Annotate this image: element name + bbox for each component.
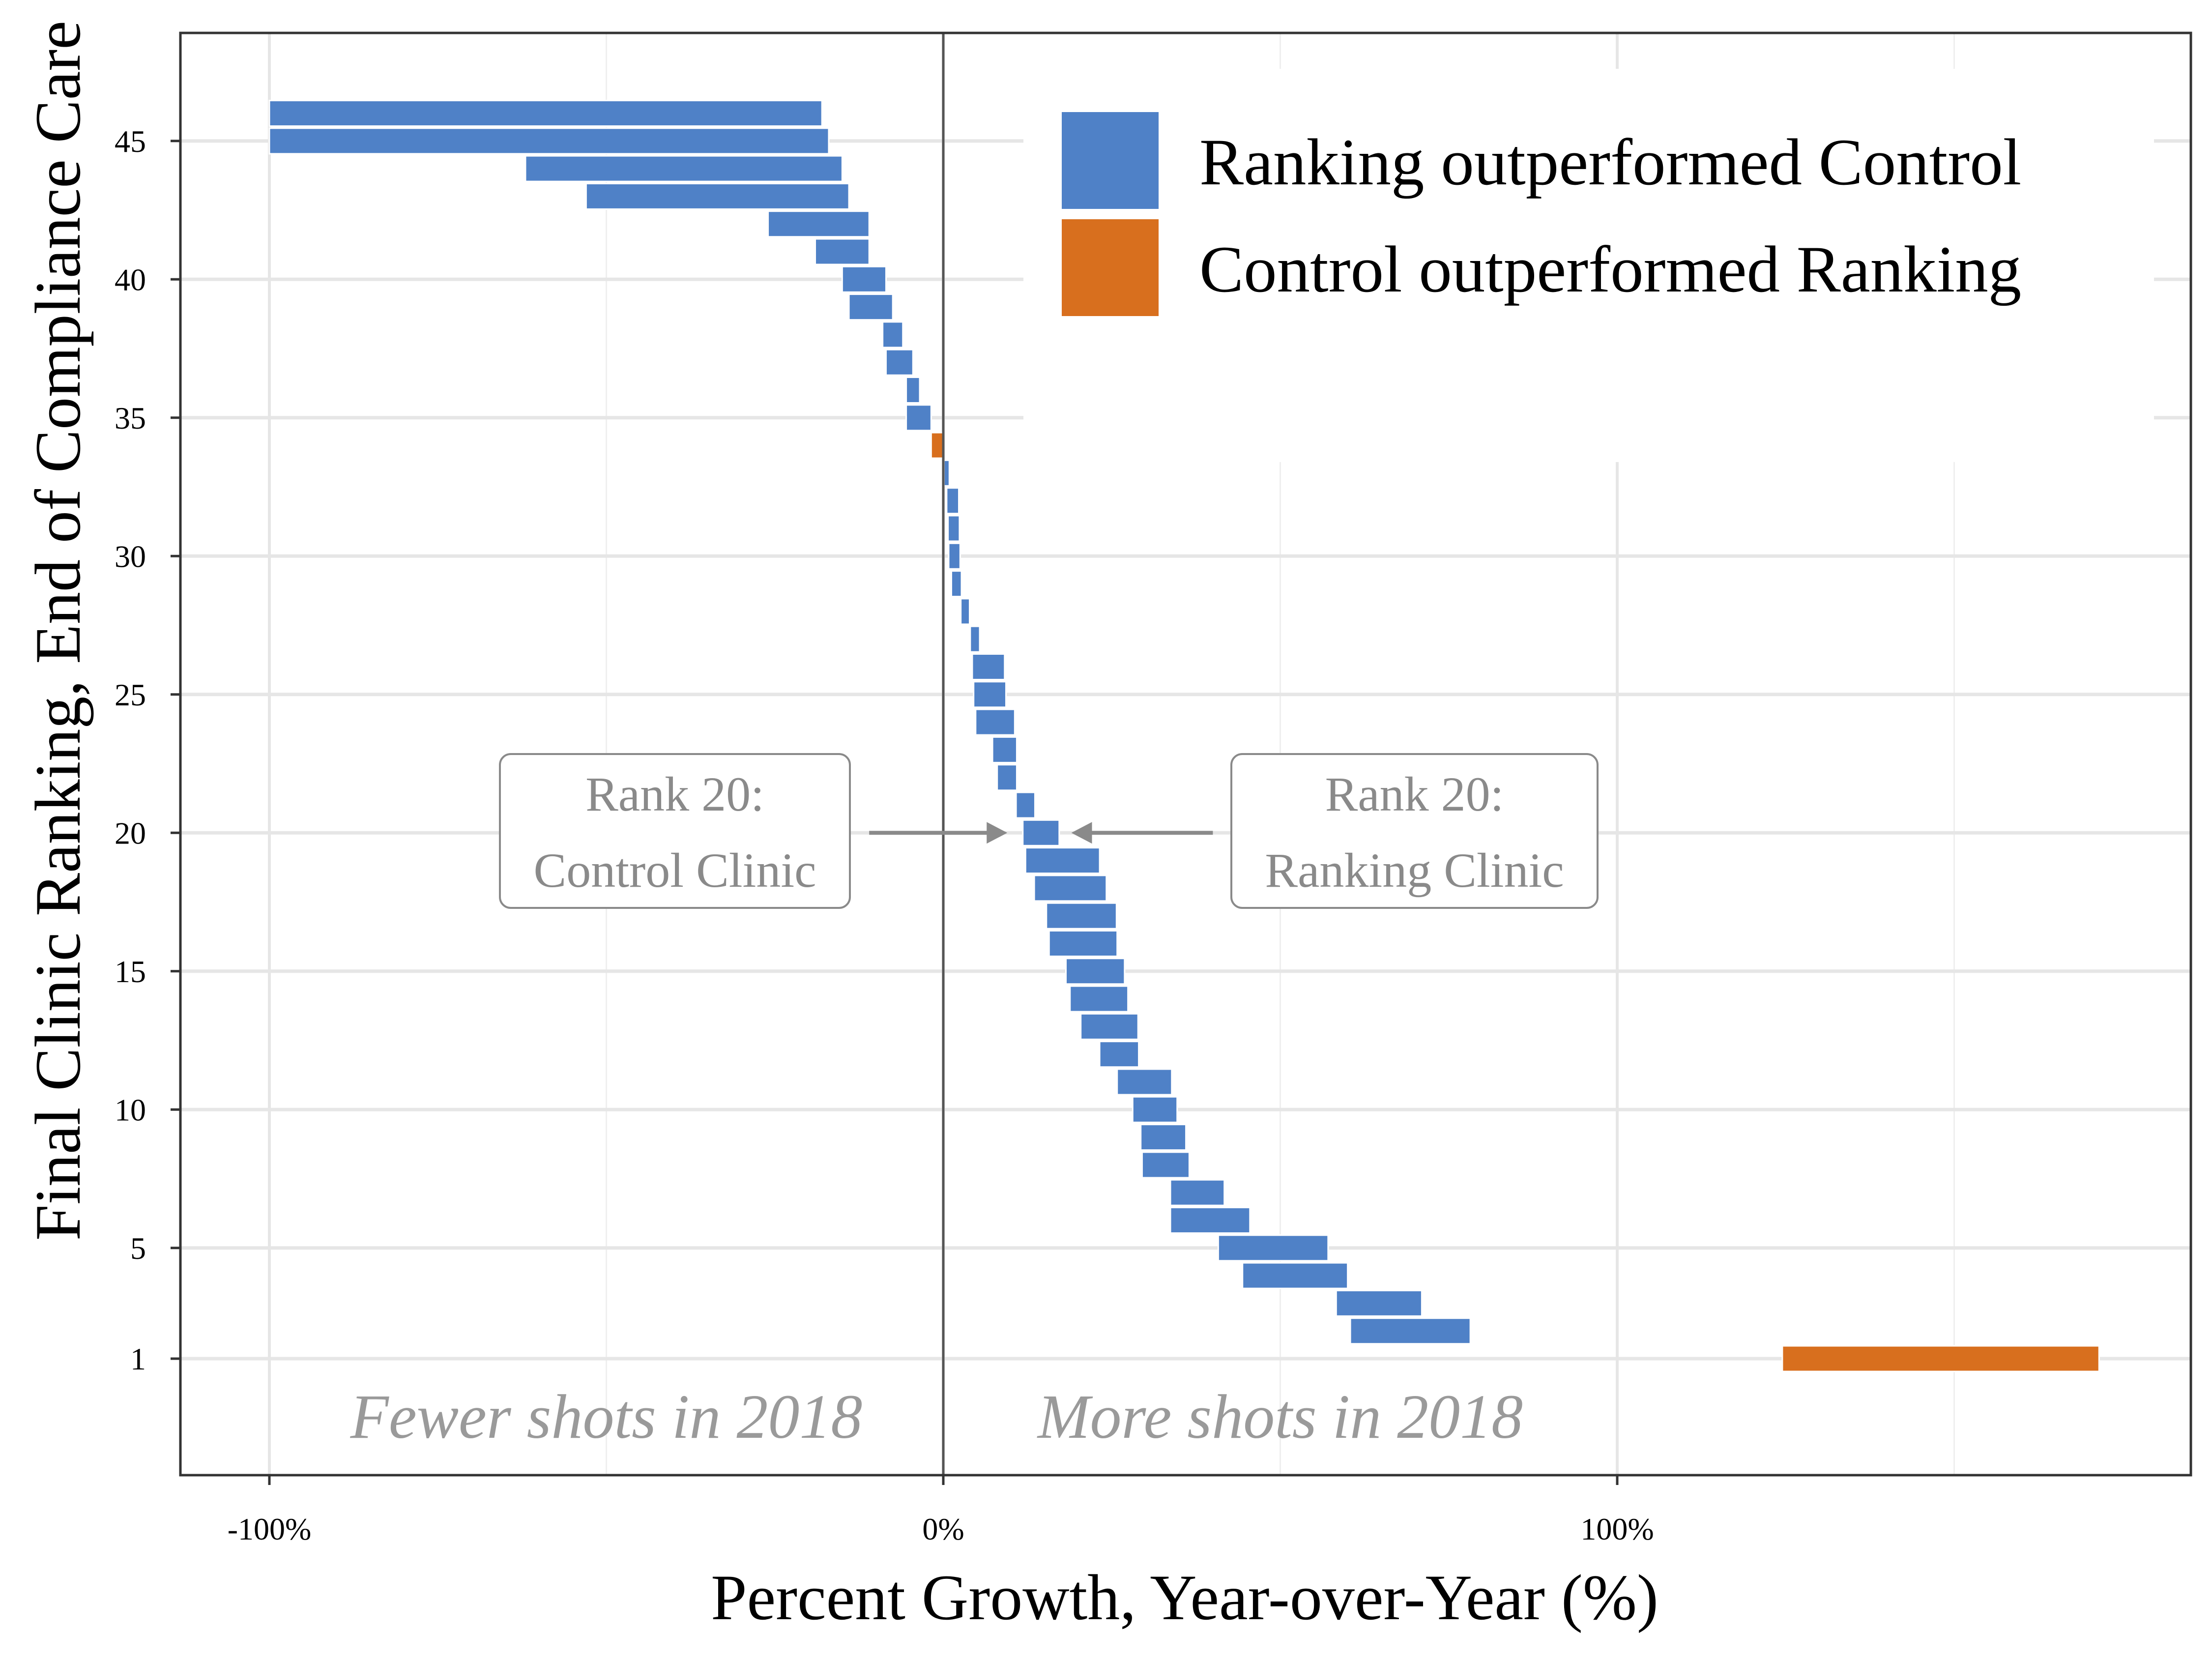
y-tick-label: 40 [115, 262, 146, 297]
legend-label-2: Control outperformed Ranking [1199, 233, 2021, 306]
x-tick-label: 0% [922, 1512, 964, 1546]
bar-rank-13 [1080, 1013, 1139, 1040]
x-axis-title: Percent Growth, Year-over-Year (%) [711, 1561, 1659, 1633]
bar-rank-36 [905, 377, 921, 404]
bar-rank-37 [885, 349, 914, 376]
y-tick-label: 45 [115, 124, 146, 159]
bar-rank-43 [585, 182, 850, 210]
legend-background [1023, 69, 2154, 462]
bar-rank-20 [1022, 819, 1060, 846]
bar-rank-46 [268, 100, 823, 127]
bar-rank-28 [960, 598, 970, 625]
plot-panel-border [179, 31, 2192, 1477]
annotation-text-left-1: Rank 20: [585, 767, 764, 821]
bar-rank-2 [1349, 1317, 1471, 1345]
bar-rank-14 [1069, 985, 1129, 1013]
bar-rank-9 [1140, 1124, 1187, 1151]
bar-rank-25 [973, 681, 1007, 708]
y-tick-label: 10 [115, 1092, 146, 1127]
bar-rank-40 [841, 265, 887, 293]
y-tick-label: 20 [115, 815, 146, 850]
bar-rank-21 [1015, 791, 1036, 819]
annotation-text-right-1: Rank 20: [1325, 767, 1504, 821]
x-tick-label: -100% [228, 1512, 312, 1546]
annotations: Rank 20: Control Clinic Rank 20: Ranking Cl… [499, 753, 1599, 909]
bar-rank-3 [1335, 1289, 1423, 1317]
y-tick-label: 30 [115, 539, 146, 574]
bars [268, 100, 2100, 1372]
bar-rank-16 [1048, 930, 1118, 957]
region-labels: Fewer shots in 2018 More shots in 2018 [350, 1382, 1523, 1452]
annotation-box-left [499, 753, 851, 909]
bar-rank-35 [905, 404, 932, 432]
annotation-box-right [1230, 753, 1599, 909]
bar-rank-23 [991, 736, 1018, 763]
bar-rank-10 [1132, 1096, 1178, 1123]
annotation-text-left-2: Control Clinic [534, 843, 816, 898]
bar-rank-5 [1217, 1234, 1329, 1262]
annotation-arrowhead-right [1071, 822, 1092, 844]
bar-rank-8 [1141, 1151, 1190, 1179]
bar-rank-18 [1033, 874, 1107, 902]
bar-rank-44 [524, 155, 843, 182]
region-label-2: More shots in 2018 [1037, 1382, 1523, 1452]
y-tick-label: 1 [130, 1341, 146, 1376]
bar-rank-12 [1099, 1041, 1140, 1068]
y-tick-label: 35 [115, 401, 146, 436]
x-tick-label: 100% [1580, 1512, 1654, 1546]
bar-rank-1 [1781, 1345, 2100, 1372]
bar-rank-39 [848, 293, 894, 321]
bar-rank-22 [996, 764, 1018, 791]
legend-swatch-2 [1062, 219, 1159, 316]
bar-rank-29 [950, 570, 962, 598]
legend-swatch-1 [1062, 112, 1159, 209]
bar-rank-7 [1169, 1179, 1225, 1206]
legend: Ranking outperformed Control Control outp… [1062, 112, 2021, 316]
bar-rank-4 [1242, 1262, 1349, 1289]
bar-rank-31 [947, 515, 960, 542]
bar-rank-33 [943, 459, 950, 487]
legend-label-1: Ranking outperformed Control [1199, 126, 2021, 199]
annotation-arrowhead-left [987, 822, 1008, 844]
bar-rank-41 [815, 238, 870, 265]
region-label-1: Fewer shots in 2018 [350, 1382, 863, 1452]
bar-rank-30 [948, 542, 961, 570]
bar-rank-15 [1065, 958, 1126, 985]
bar-rank-6 [1169, 1207, 1251, 1234]
bar-rank-24 [975, 708, 1016, 736]
bar-rank-27 [969, 625, 981, 653]
x-axis-ticks: -100% 0% 100% [228, 1475, 1654, 1546]
bar-rank-42 [767, 210, 870, 238]
bar-rank-19 [1024, 847, 1101, 874]
y-tick-label: 25 [115, 677, 146, 712]
annotation-text-right-2: Ranking Clinic [1265, 843, 1564, 898]
y-tick-label: 5 [130, 1231, 146, 1266]
bar-rank-45 [268, 127, 830, 155]
bar-rank-34 [930, 432, 944, 459]
y-axis-title: Final Clinic Ranking, End of Compliance … [22, 21, 94, 1241]
bar-rank-32 [946, 487, 960, 515]
bar-rank-26 [971, 653, 1006, 680]
y-tick-label: 15 [115, 954, 146, 989]
bar-rank-11 [1116, 1068, 1173, 1096]
bar-rank-17 [1046, 902, 1117, 930]
bar-rank-38 [882, 321, 904, 349]
